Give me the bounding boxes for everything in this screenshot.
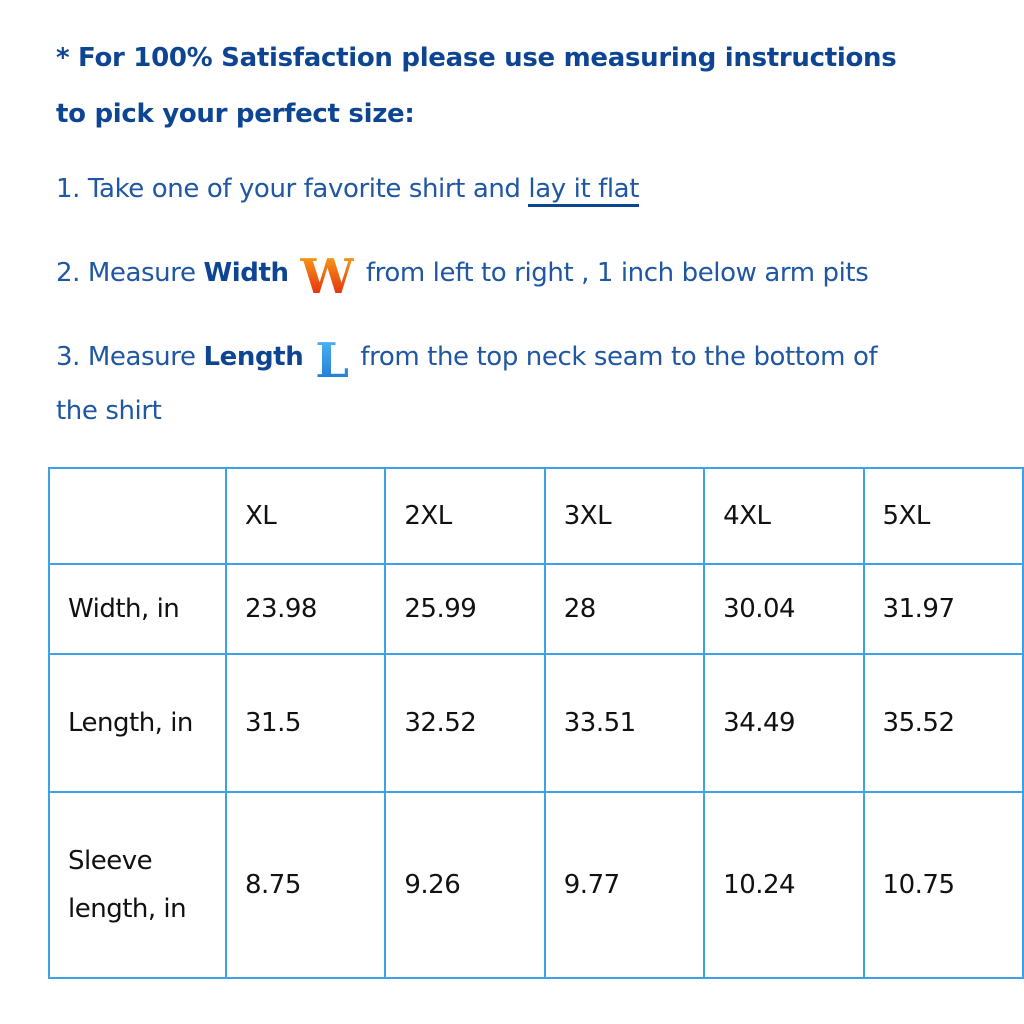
step-3: 3. Measure Length L from the top neck se… <box>56 330 878 389</box>
step-3-continued: the shirt <box>56 384 162 438</box>
header-cell: 5XL <box>862 467 1024 565</box>
header-cell <box>48 467 227 565</box>
header-cell: 4XL <box>703 467 865 565</box>
cell: 31.5 <box>224 653 387 793</box>
lay-flat-text: lay it flat <box>528 174 639 207</box>
cell: 23.98 <box>224 563 387 655</box>
heading-line-2: to pick your perfect size: <box>56 99 415 129</box>
header-cell: 3XL <box>543 467 706 565</box>
step-text: 2. Measure <box>56 258 204 288</box>
step-1: 1. Take one of your favorite shirt and l… <box>56 162 639 216</box>
cell: 30.04 <box>703 563 865 655</box>
cell: 10.24 <box>703 791 865 979</box>
step-text: from left to right , 1 inch below arm pi… <box>357 258 869 288</box>
step-text: 3. Measure <box>56 342 204 372</box>
header-cell: 2XL <box>384 467 546 565</box>
step-2: 2. Measure Width W from left to right , … <box>56 246 869 305</box>
step-text: the shirt <box>56 396 162 426</box>
cell: 9.77 <box>543 791 706 979</box>
table-row: Length, in 31.5 32.52 33.51 34.49 35.52 <box>48 653 1024 793</box>
satisfaction-heading: * For 100% Satisfaction please use measu… <box>56 30 956 142</box>
cell: 32.52 <box>384 653 546 793</box>
width-bold: Width <box>203 258 289 288</box>
cell: 28 <box>543 563 706 655</box>
header-cell: XL <box>224 467 387 565</box>
length-bold: Length <box>203 342 304 372</box>
cell: 34.49 <box>703 653 865 793</box>
table-row: Width, in 23.98 25.99 28 30.04 31.97 <box>48 563 1024 655</box>
length-l-icon: L <box>315 333 349 389</box>
cell: 9.26 <box>384 791 546 979</box>
step-text: 1. Take one of your favorite shirt and <box>56 174 529 204</box>
cell: 33.51 <box>543 653 706 793</box>
row-label: Sleeve length, in <box>48 791 227 979</box>
row-label: Width, in <box>48 563 227 655</box>
heading-line-1: * For 100% Satisfaction please use measu… <box>56 43 897 73</box>
cell: 35.52 <box>862 653 1024 793</box>
width-w-icon: W <box>300 249 354 305</box>
cell: 25.99 <box>384 563 546 655</box>
row-label: Length, in <box>48 653 227 793</box>
table-row: Sleeve length, in 8.75 9.26 9.77 10.24 1… <box>48 791 1024 979</box>
step-text: from the top neck seam to the bottom of <box>352 342 878 372</box>
table-header-row: XL 2XL 3XL 4XL 5XL <box>48 467 1024 565</box>
cell: 10.75 <box>862 791 1024 979</box>
cell: 31.97 <box>862 563 1024 655</box>
cell: 8.75 <box>224 791 387 979</box>
size-chart-table: XL 2XL 3XL 4XL 5XL Width, in 23.98 25.99… <box>48 467 1024 979</box>
